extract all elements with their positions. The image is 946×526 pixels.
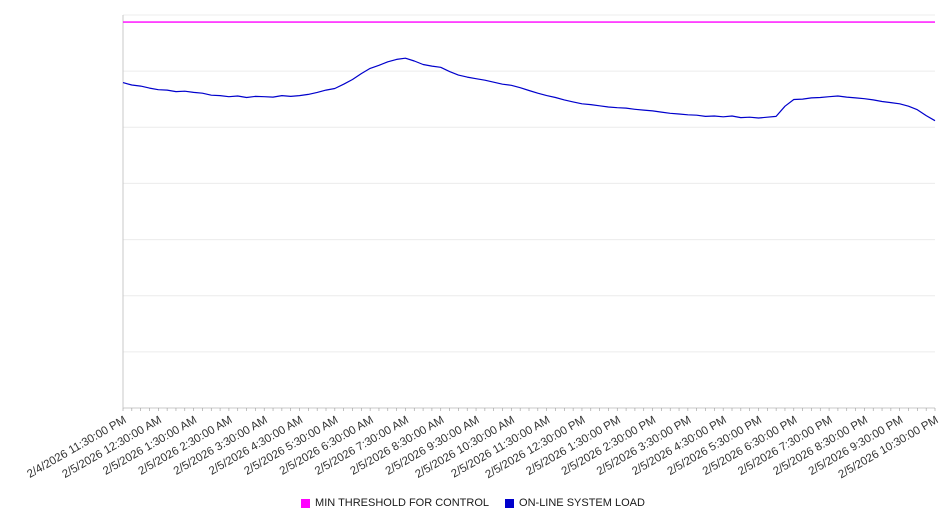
legend-label-threshold: MIN THRESHOLD FOR CONTROL <box>315 497 490 509</box>
legend-item-threshold: MIN THRESHOLD FOR CONTROL <box>301 497 489 509</box>
legend-swatch-load-icon <box>505 498 515 508</box>
load-line <box>122 57 936 122</box>
line-chart: 2/4/2026 11:30:00 PM2/5/2026 12:30:00 AM… <box>25 14 941 481</box>
legend-swatch-threshold-icon <box>301 498 311 508</box>
chart-legend: MIN THRESHOLD FOR CONTROL ON-LINE SYSTEM… <box>0 497 946 509</box>
legend-label-load: ON-LINE SYSTEM LOAD <box>519 497 645 509</box>
legend-item-load: ON-LINE SYSTEM LOAD <box>505 497 645 509</box>
